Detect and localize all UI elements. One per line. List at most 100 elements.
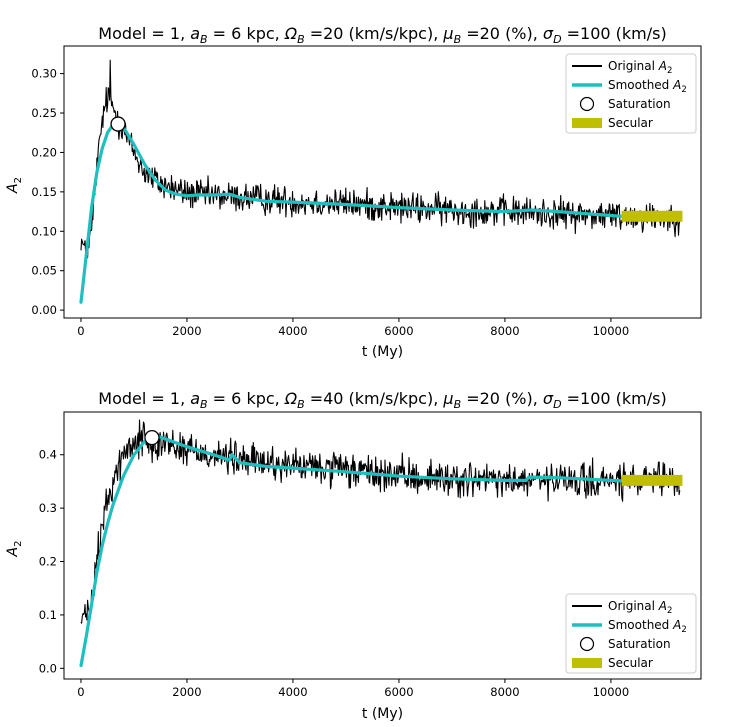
y-tick-label: 0.10 [31,224,57,238]
saturation-marker [144,429,160,446]
y-tick-label: 0.20 [31,145,57,159]
plot-area [79,419,683,668]
y-tick-label: 0.00 [31,303,57,317]
legend-secular-handle [572,658,602,668]
y-axis-label-sub: 2 [13,541,24,547]
panel-bottom: Model = 1, aB = 6 kpc, ΩB =40 (km/s/kpc)… [5,389,702,722]
title-subscript: D [553,398,561,411]
x-tick-label: 4000 [278,685,307,699]
legend-label-symbol: A [658,59,667,73]
title-subscript: B [454,33,462,46]
original-a2-line [80,419,681,624]
title-subscript: B [200,398,208,411]
title-subscript: B [297,398,305,411]
axes-frame [63,411,702,680]
legend-box [565,593,697,674]
legend-label: Smoothed A2 [608,618,687,635]
title-part: Model = 1, [98,24,190,43]
x-tick-label: 8000 [490,324,519,338]
x-tick-label: 8000 [490,685,519,699]
y-tick-label: 0.30 [31,67,57,81]
title-part: =20 (%), [461,389,543,408]
plot-area [79,59,683,304]
title-subscript: B [200,33,208,46]
x-tick-label: 4000 [278,324,307,338]
x-axis-label: t (My) [362,344,403,360]
title-part: =20 (%), [461,24,543,43]
title-symbol: σ [543,24,554,43]
legend-label: Original A2 [608,599,672,616]
legend-label-symbol: A [658,599,667,613]
legend-label: Original A2 [608,59,672,76]
title-part: =40 (km/s/kpc), [305,389,444,408]
legend-label-sub: 2 [681,85,686,95]
title-part: =100 (km/s) [562,24,667,43]
legend-label-text: Smoothed [608,78,673,92]
y-tick-label: 0.05 [31,264,57,278]
y-tick-label: 0.3 [39,501,57,515]
title-subscript: D [553,33,561,46]
axes-frame [63,45,702,319]
y-tick-label: 0.1 [39,608,57,622]
title-symbol: μ [442,24,453,43]
smoothed-a2-line [79,435,624,668]
title-subscript: B [454,398,462,411]
y-tick-label: 0.25 [31,106,57,120]
legend-label-text: Secular [608,116,653,130]
y-axis-label-main: A [5,183,21,194]
legend-label-sub: 2 [681,625,686,635]
y-axis-label-sub: 2 [13,177,24,183]
legend-saturation-handle [579,636,595,652]
x-tick-label: 6000 [384,685,413,699]
x-tick-label: 10000 [593,685,630,699]
panel-top: Model = 1, aB = 6 kpc, ΩB =20 (km/s/kpc)… [5,24,702,360]
title-symbol: Ω [284,24,298,43]
chart-title: Model = 1, aB = 6 kpc, ΩB =20 (km/s/kpc)… [98,24,666,46]
title-part: Model = 1, [98,389,190,408]
legend-label-sub: 2 [667,66,672,76]
legend-label-text: Original [608,599,659,613]
legend-label: Smoothed A2 [608,78,687,95]
y-axis-label: A2 [5,541,24,558]
legend-label: Saturation [608,97,671,111]
x-tick-label: 0 [77,685,84,699]
title-subscript: B [297,33,305,46]
legend-label-sub: 2 [667,606,672,616]
title-part: = 6 kpc, [208,389,285,408]
legend-label: Secular [608,656,653,670]
legend-label-text: Saturation [608,637,671,651]
title-symbol: μ [442,389,453,408]
title-symbol: Ω [284,389,298,408]
legend-label: Saturation [608,637,671,651]
x-tick-label: 6000 [384,324,413,338]
legend-label-symbol: A [672,618,681,632]
x-axis-label: t (My) [362,706,403,722]
y-axis-label: A2 [5,177,24,194]
x-tick-label: 10000 [593,324,630,338]
original-a2-line [80,59,681,259]
legend-box [565,53,697,134]
y-tick-label: 0.15 [31,185,57,199]
legend-secular-handle [572,118,602,128]
title-part: = 6 kpc, [208,24,285,43]
smoothed-a2-line [79,122,624,304]
legend-saturation-handle [579,96,595,112]
y-tick-label: 0.0 [39,661,57,675]
y-tick-label: 0.2 [39,555,57,569]
title-part: =20 (km/s/kpc), [305,24,444,43]
legend-label-text: Smoothed [608,618,673,632]
legend-label-symbol: A [672,78,681,92]
legend-label-text: Original [608,59,659,73]
title-symbol: σ [543,389,554,408]
y-tick-label: 0.4 [39,448,57,462]
legend-label: Secular [608,116,653,130]
title-symbol: a [190,389,200,408]
y-axis-label-main: A [5,547,21,558]
x-tick-label: 0 [77,324,84,338]
x-tick-label: 2000 [172,685,201,699]
title-symbol: a [190,24,200,43]
saturation-marker [110,116,126,132]
